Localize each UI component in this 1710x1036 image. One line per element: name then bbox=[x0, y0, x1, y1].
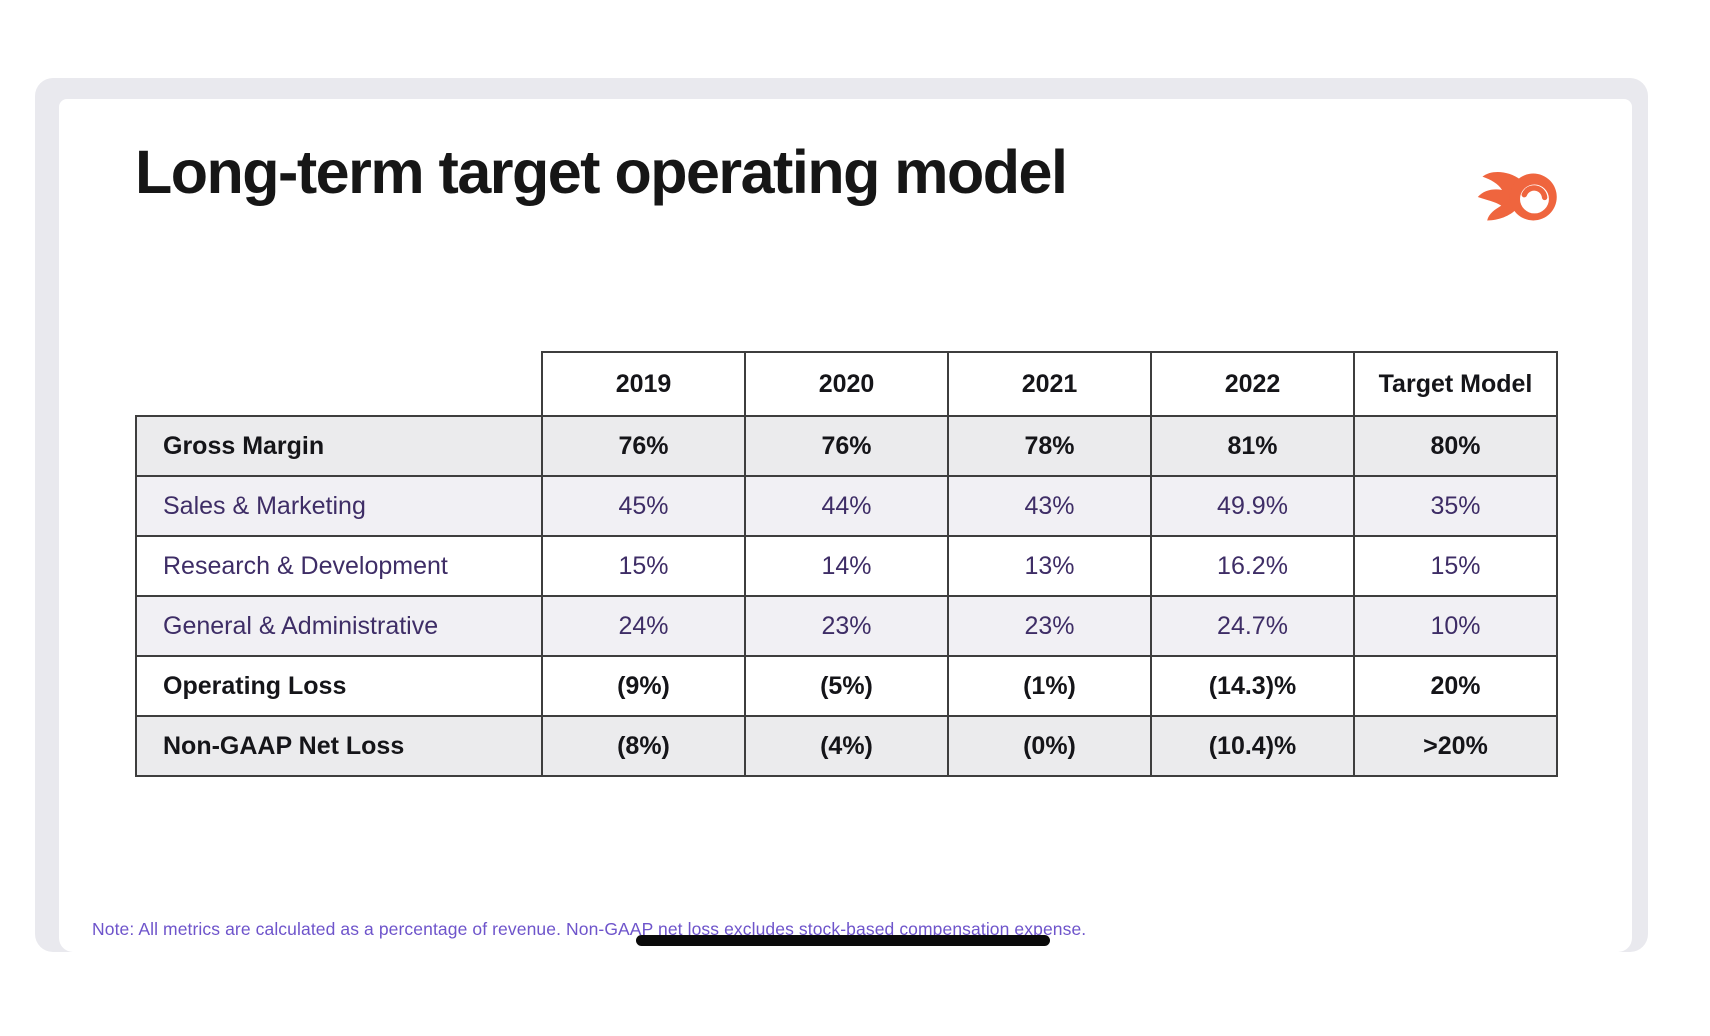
cell-value: (1%) bbox=[947, 655, 1152, 717]
cell-value: 15% bbox=[1353, 535, 1558, 597]
cell-value: (4%) bbox=[744, 715, 949, 777]
cell-value: 76% bbox=[744, 415, 949, 477]
row-label: General & Administrative bbox=[135, 595, 543, 657]
cell-value: 16.2% bbox=[1150, 535, 1355, 597]
cell-value: 80% bbox=[1353, 415, 1558, 477]
footnote: Note: All metrics are calculated as a pe… bbox=[92, 919, 1087, 939]
cell-value: 43% bbox=[947, 475, 1152, 537]
operating-model-table: 2019 2020 2021 2022 Target Model Gross M… bbox=[135, 351, 1558, 777]
table-row-gross-margin: Gross Margin 76% 76% 78% 81% 80% bbox=[135, 415, 1558, 477]
cell-value: 44% bbox=[744, 475, 949, 537]
row-label: Operating Loss bbox=[135, 655, 543, 717]
cell-value: 49.9% bbox=[1150, 475, 1355, 537]
cell-value: 24.7% bbox=[1150, 595, 1355, 657]
column-header-2022: 2022 bbox=[1150, 351, 1355, 417]
slide: Long-term target operating model bbox=[59, 99, 1632, 952]
column-header-2020: 2020 bbox=[744, 351, 949, 417]
row-label: Sales & Marketing bbox=[135, 475, 543, 537]
cell-value: 24% bbox=[541, 595, 746, 657]
table-row-non-gaap-net-loss: Non-GAAP Net Loss (8%) (4%) (0%) (10.4)%… bbox=[135, 715, 1558, 777]
cell-value: 10% bbox=[1353, 595, 1558, 657]
cell-value: (14.3)% bbox=[1150, 655, 1355, 717]
cell-value: 14% bbox=[744, 535, 949, 597]
cell-value: >20% bbox=[1353, 715, 1558, 777]
cell-value: (10.4)% bbox=[1150, 715, 1355, 777]
cell-value: 76% bbox=[541, 415, 746, 477]
cell-value: 45% bbox=[541, 475, 746, 537]
cell-value: 20% bbox=[1353, 655, 1558, 717]
row-label: Research & Development bbox=[135, 535, 543, 597]
video-progress-bar[interactable] bbox=[636, 935, 1050, 946]
row-label: Gross Margin bbox=[135, 415, 543, 477]
cell-value: 15% bbox=[541, 535, 746, 597]
table-row-research-development: Research & Development 15% 14% 13% 16.2%… bbox=[135, 535, 1558, 597]
table-header-row: 2019 2020 2021 2022 Target Model bbox=[136, 351, 1558, 417]
table-row-operating-loss: Operating Loss (9%) (5%) (1%) (14.3)% 20… bbox=[135, 655, 1558, 717]
semrush-logo-icon bbox=[1477, 165, 1563, 229]
slide-card: Long-term target operating model bbox=[35, 78, 1648, 952]
cell-value: 78% bbox=[947, 415, 1152, 477]
table-row-sales-marketing: Sales & Marketing 45% 44% 43% 49.9% 35% bbox=[135, 475, 1558, 537]
cell-value: 35% bbox=[1353, 475, 1558, 537]
cell-value: 13% bbox=[947, 535, 1152, 597]
table-row-general-administrative: General & Administrative 24% 23% 23% 24.… bbox=[135, 595, 1558, 657]
column-header-target-model: Target Model bbox=[1353, 351, 1558, 417]
cell-value: 23% bbox=[947, 595, 1152, 657]
column-header-2019: 2019 bbox=[541, 351, 746, 417]
row-label: Non-GAAP Net Loss bbox=[135, 715, 543, 777]
column-header-2021: 2021 bbox=[947, 351, 1152, 417]
cell-value: 81% bbox=[1150, 415, 1355, 477]
cell-value: (9%) bbox=[541, 655, 746, 717]
cell-value: (8%) bbox=[541, 715, 746, 777]
header-corner-cell bbox=[136, 352, 542, 416]
slide-title: Long-term target operating model bbox=[135, 138, 1068, 206]
cell-value: (5%) bbox=[744, 655, 949, 717]
cell-value: 23% bbox=[744, 595, 949, 657]
cell-value: (0%) bbox=[947, 715, 1152, 777]
